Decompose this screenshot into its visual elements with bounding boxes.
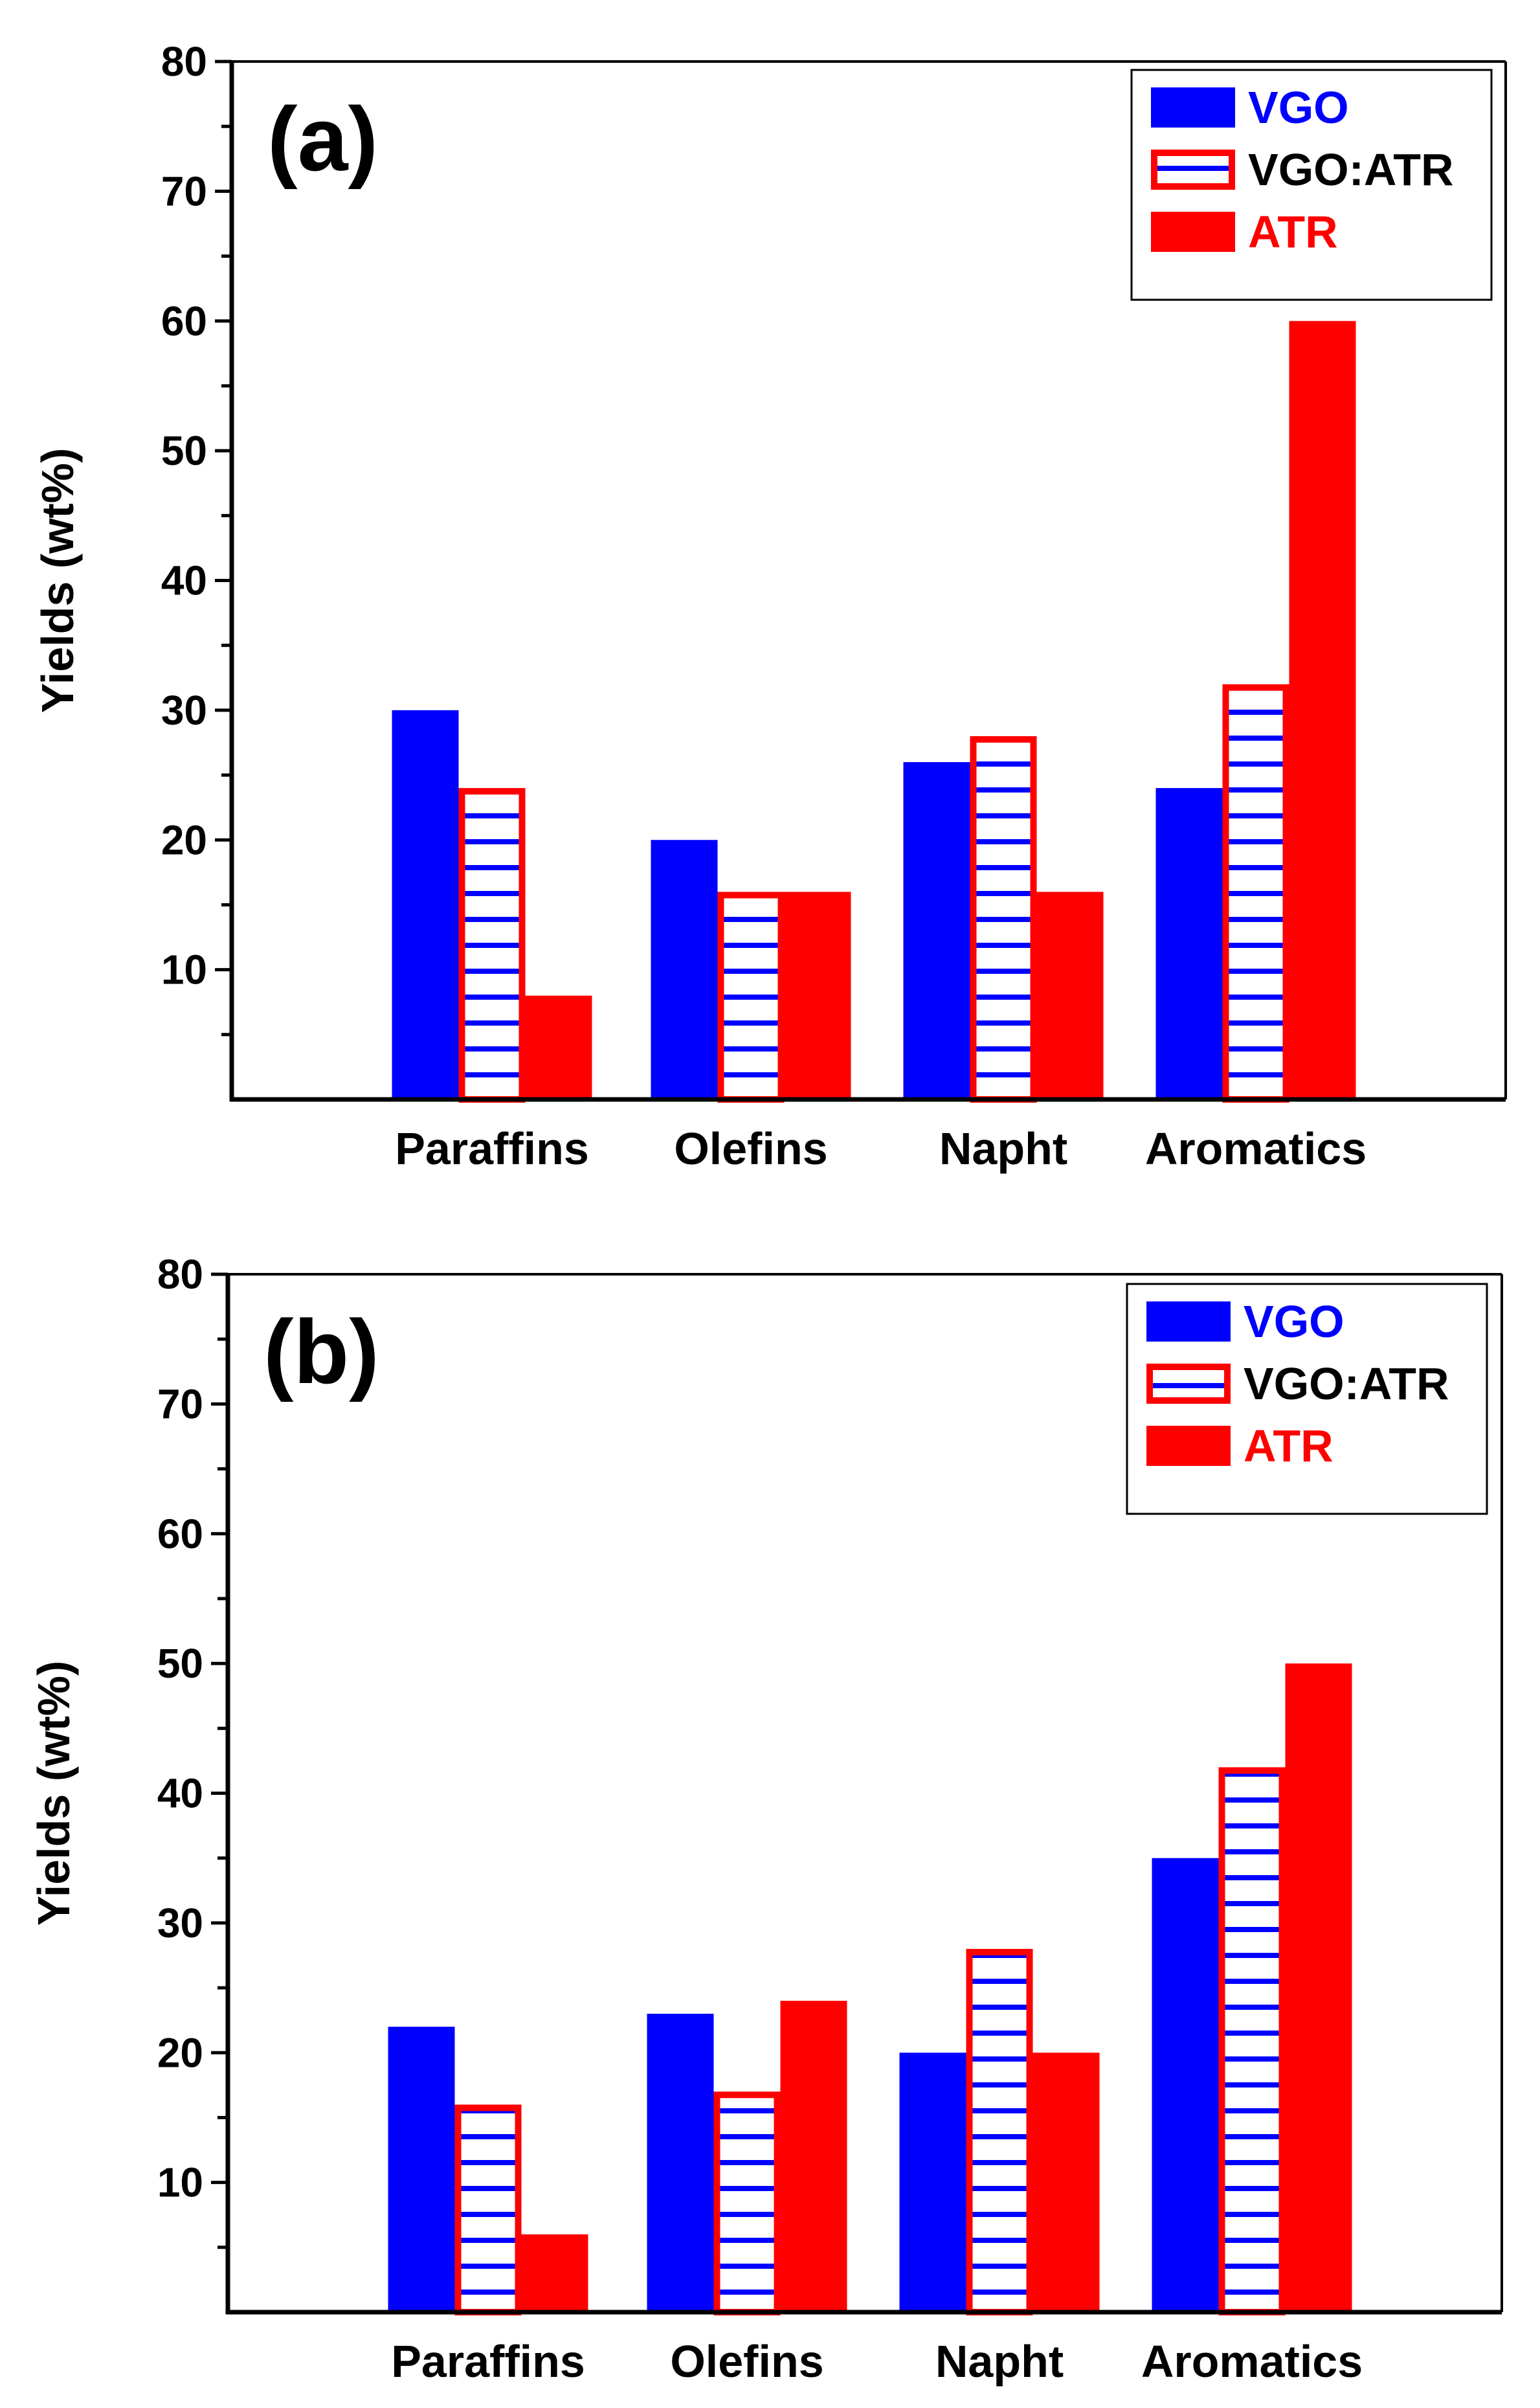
y-tick-label: 80: [157, 1251, 203, 1298]
legend-label-atr: ATR: [1248, 207, 1338, 257]
bar-vgo-napht: [903, 762, 970, 1099]
bar-mix-aromatics: [1222, 684, 1289, 1103]
x-tick-label: Napht: [935, 2336, 1064, 2387]
x-tick-label: Aromatics: [1145, 1123, 1367, 1174]
bar-vgo-napht: [899, 2053, 966, 2312]
panel-label: (a): [267, 88, 378, 190]
bar-vgo-aromatics: [1155, 788, 1223, 1099]
bar-atr-paraffins: [525, 995, 592, 1099]
y-tick-label: 50: [157, 1640, 203, 1687]
y-tick-label: 20: [161, 816, 207, 863]
legend-swatch-mix: [1151, 150, 1235, 190]
bar-mix-paraffins: [454, 2104, 522, 2315]
y-axis-title: Yields (wt%): [32, 448, 83, 714]
x-tick-label: Olefins: [674, 1123, 827, 1174]
x-tick-label: Aromatics: [1141, 2336, 1363, 2387]
legend-label-mix: VGO:ATR: [1244, 1358, 1449, 1409]
legend-swatch-vgo: [1151, 87, 1235, 128]
x-tick-label: Olefins: [670, 2336, 823, 2387]
bar-mix-olefins: [713, 2091, 781, 2316]
chart-panel-a: Paraffins Olefins Napht Aromatics 10 20 30 40 50…: [32, 38, 1507, 1174]
legend-swatch-atr: [1151, 212, 1235, 252]
y-axis-title: Yields (wt%): [28, 1661, 79, 1926]
bar-mix-paraffins: [458, 788, 526, 1103]
bar-vgo-paraffins: [388, 2027, 455, 2312]
bar-atr-aromatics: [1289, 321, 1356, 1099]
y-tick-label: 30: [157, 1900, 203, 1946]
bar-atr-napht: [1036, 892, 1104, 1099]
bar-mix-olefins: [717, 892, 785, 1103]
x-tick-label: Napht: [939, 1123, 1067, 1174]
x-tick-label: Paraffins: [395, 1123, 589, 1174]
y-tick-label: 10: [157, 2159, 203, 2206]
y-tick-label: 70: [161, 168, 207, 214]
bar-atr-aromatics: [1285, 1663, 1352, 2312]
bar-mix-napht: [970, 736, 1037, 1103]
legend-label-atr: ATR: [1244, 1421, 1334, 1471]
y-tick-label: 40: [161, 557, 207, 604]
bar-atr-paraffins: [521, 2234, 588, 2312]
x-tick-label: Paraffins: [391, 2336, 585, 2387]
bar-mix-aromatics: [1218, 1767, 1286, 2316]
bar-atr-olefins: [780, 2001, 847, 2312]
bar-vgo-olefins: [651, 840, 718, 1099]
legend-swatch-atr: [1146, 1426, 1231, 1466]
bar-vgo-olefins: [647, 2014, 714, 2312]
bar-vgo-paraffins: [392, 710, 459, 1099]
y-tick-label: 20: [157, 2029, 203, 2076]
y-tick-label: 80: [161, 38, 207, 85]
bar-atr-napht: [1032, 2053, 1100, 2312]
legend-label-vgo: VGO: [1248, 82, 1349, 133]
y-tick-label: 30: [161, 687, 207, 734]
bar-vgo-aromatics: [1152, 1858, 1219, 2312]
bar-atr-olefins: [784, 892, 851, 1099]
y-tick-label: 60: [161, 298, 207, 344]
y-tick-label: 40: [157, 1770, 203, 1817]
y-tick-label: 10: [161, 947, 207, 993]
legend-label-vgo: VGO: [1244, 1296, 1345, 1347]
y-tick-label: 60: [157, 1511, 203, 1557]
legend: VGO VGO:ATR ATR: [1126, 1283, 1488, 1515]
chart-panel-b: Paraffins Olefins Napht Aromatics 10 20 30 40 50…: [28, 1251, 1503, 2387]
legend-swatch-vgo: [1146, 1301, 1231, 1342]
legend-label-mix: VGO:ATR: [1248, 144, 1454, 195]
legend: VGO VGO:ATR ATR: [1130, 69, 1493, 301]
y-tick-label: 70: [157, 1380, 203, 1427]
bar-mix-napht: [966, 1948, 1033, 2315]
legend-swatch-mix: [1146, 1364, 1231, 1404]
y-tick-label: 50: [161, 427, 207, 474]
panel-label: (b): [263, 1301, 379, 1402]
